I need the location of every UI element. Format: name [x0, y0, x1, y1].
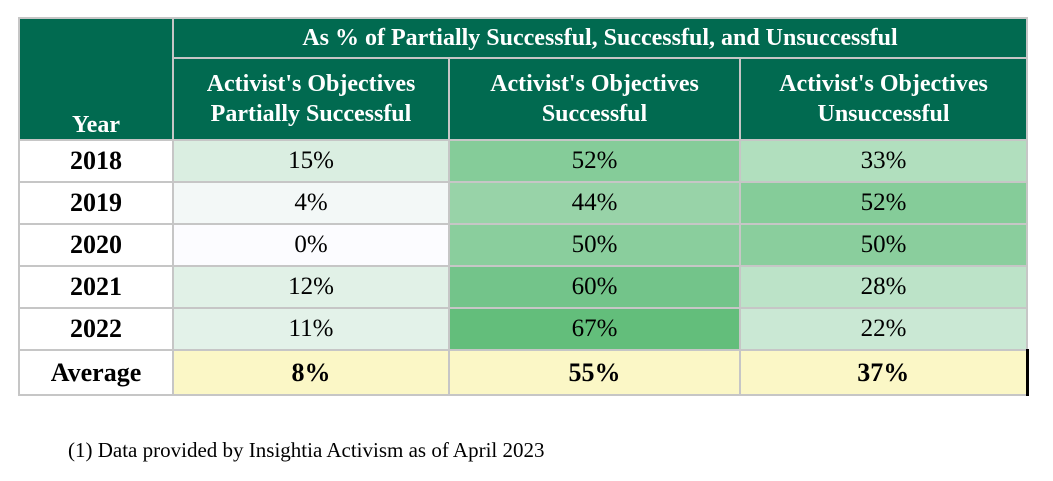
table-row: 2020 0% 50% 50%	[18, 223, 1029, 267]
average-value-cell: 8%	[172, 349, 450, 396]
column-header-line2: Partially Successful	[210, 101, 412, 127]
value-cell: 4%	[172, 181, 450, 225]
value-cell: 11%	[172, 307, 450, 351]
table-title: As % of Partially Successful, Successful…	[171, 17, 1029, 59]
column-header-line2: Unsuccessful	[817, 101, 950, 127]
value-cell: 28%	[738, 265, 1029, 309]
results-table: Year As % of Partially Successful, Succe…	[18, 17, 1029, 396]
column-header-line1: Activist's Objectives	[490, 71, 699, 97]
table-row: 2022 11% 67% 22%	[18, 307, 1029, 351]
value-cell: 12%	[172, 265, 450, 309]
value-cell: 52%	[448, 139, 741, 183]
value-cell: 33%	[738, 139, 1029, 183]
value-cell: 60%	[448, 265, 741, 309]
column-header-unsuccessful: Activist's Objectives Unsuccessful	[738, 57, 1029, 141]
year-cell: 2018	[18, 139, 174, 183]
column-header-line2: Successful	[541, 101, 648, 127]
year-column-header: Year	[18, 17, 174, 141]
value-cell: 44%	[448, 181, 741, 225]
column-header-line1: Activist's Objectives	[206, 71, 416, 97]
table-row: 2021 12% 60% 28%	[18, 265, 1029, 309]
header-row-columns: Activist's Objectives Partially Successf…	[19, 57, 1029, 141]
table-row: 2018 15% 52% 33%	[18, 139, 1029, 183]
column-header-line1: Activist's Objectives	[779, 71, 988, 97]
footnote: (1) Data provided by Insightia Activism …	[68, 438, 545, 462]
value-cell: 50%	[738, 223, 1029, 267]
average-label-cell: Average	[18, 349, 174, 396]
value-cell: 67%	[448, 307, 741, 351]
value-cell: 15%	[172, 139, 450, 183]
year-cell: 2021	[18, 265, 174, 309]
year-cell: 2019	[18, 181, 174, 225]
value-cell: 0%	[172, 223, 450, 267]
year-cell: 2022	[18, 307, 174, 351]
average-value-cell: 55%	[448, 349, 741, 396]
table-row: 2019 4% 44% 52%	[18, 181, 1029, 225]
year-cell: 2020	[18, 223, 174, 267]
column-header-successful: Activist's Objectives Successful	[448, 57, 741, 141]
value-cell: 50%	[448, 223, 741, 267]
average-row: Average 8% 55% 37%	[18, 349, 1029, 396]
average-value-cell: 37%	[738, 349, 1029, 396]
value-cell: 22%	[738, 307, 1029, 351]
value-cell: 52%	[738, 181, 1029, 225]
column-header-partially-successful: Activist's Objectives Partially Successf…	[172, 57, 450, 141]
header-row-title: Year As % of Partially Successful, Succe…	[18, 17, 1029, 141]
